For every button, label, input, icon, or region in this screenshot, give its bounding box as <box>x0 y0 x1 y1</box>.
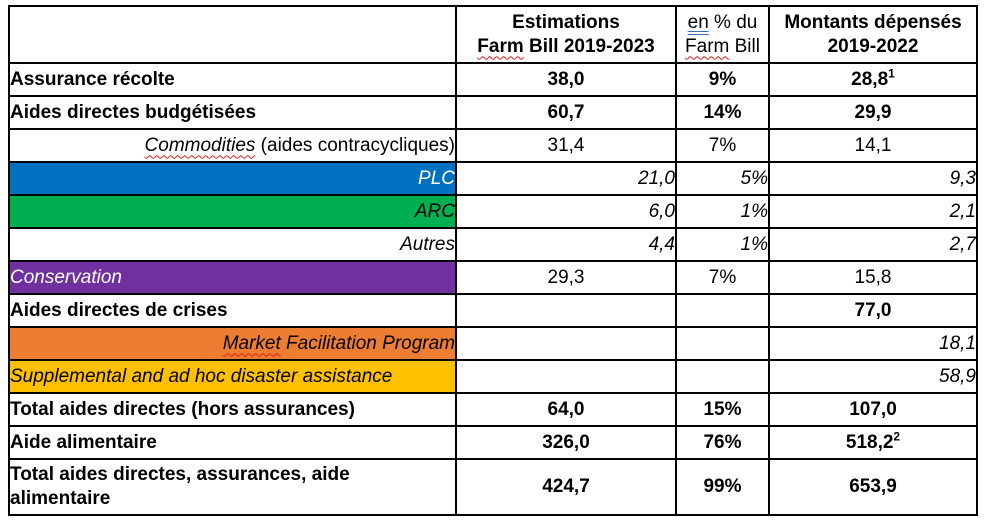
cell-estimation: 38,0 <box>455 62 677 97</box>
farm-bill-table: Estimations Farm Bill 2019-2023 en % du … <box>8 5 978 516</box>
row-aides-directes-budgetisees: Aides directes budgétisées 60,7 14% 29,9 <box>8 95 978 130</box>
cell-percent: 7% <box>675 128 770 163</box>
header-percent: en % du Farm Bill <box>675 5 770 64</box>
row-label: Market Facilitation Program <box>8 326 457 361</box>
row-commodities: Commodities (aides contracycliques) 31,4… <box>8 128 978 163</box>
cell-estimation: 21,0 <box>455 161 677 196</box>
cell-montant: 14,1 <box>768 128 978 163</box>
row-plc: PLC 21,0 5% 9,3 <box>8 161 978 196</box>
cell-percent <box>675 359 770 394</box>
cell-montant: 15,8 <box>768 260 978 295</box>
row-assurance-recolte: Assurance récolte 38,0 9% 28,81 <box>8 62 978 97</box>
row-total-aides-directes: Total aides directes (hors assurances) 6… <box>8 392 978 427</box>
cell-percent <box>675 326 770 361</box>
cell-estimation: 64,0 <box>455 392 677 427</box>
footnote-2: 2 <box>893 429 901 444</box>
row-total-general: Total aides directes, assurances, aide a… <box>8 458 978 516</box>
row-label: PLC <box>8 161 457 196</box>
cell-montant: 18,1 <box>768 326 978 361</box>
cell-estimation: 31,4 <box>455 128 677 163</box>
row-label: Aides directes budgétisées <box>8 95 457 130</box>
cell-estimation <box>455 359 677 394</box>
cell-estimation: 60,7 <box>455 95 677 130</box>
cell-montant: 29,9 <box>768 95 978 130</box>
row-label: Assurance récolte <box>8 62 457 97</box>
cell-montant: 28,81 <box>768 62 978 97</box>
header-percent-line1: en % du <box>687 11 758 33</box>
header-estimations-line1: Estimations <box>512 11 620 33</box>
cell-estimation <box>455 326 677 361</box>
cell-estimation: 6,0 <box>455 194 677 229</box>
row-label: Supplemental and ad hoc disaster assista… <box>8 359 457 394</box>
cell-estimation <box>455 293 677 328</box>
cell-percent: 15% <box>675 392 770 427</box>
row-label: Total aides directes, assurances, aide a… <box>8 458 457 516</box>
row-label: Aides directes de crises <box>8 293 457 328</box>
row-arc: ARC 6,0 1% 2,1 <box>8 194 978 229</box>
cell-montant: 518,22 <box>768 425 978 460</box>
header-estimations: Estimations Farm Bill 2019-2023 <box>455 5 677 64</box>
header-montants-line1: Montants dépensés <box>784 11 962 33</box>
cell-montant: 9,3 <box>768 161 978 196</box>
cell-percent: 99% <box>675 458 770 516</box>
row-supplemental-disaster-assistance: Supplemental and ad hoc disaster assista… <box>8 359 978 394</box>
row-label: ARC <box>8 194 457 229</box>
cell-percent: 9% <box>675 62 770 97</box>
cell-percent: 7% <box>675 260 770 295</box>
header-percent-line2: Farm Bill <box>685 35 760 57</box>
row-label: Aide alimentaire <box>8 425 457 460</box>
cell-estimation: 326,0 <box>455 425 677 460</box>
cell-percent: 76% <box>675 425 770 460</box>
header-estimations-line2: Farm Bill 2019-2023 <box>477 35 655 57</box>
row-market-facilitation-program: Market Facilitation Program 18,1 <box>8 326 978 361</box>
footnote-1: 1 <box>888 66 895 81</box>
cell-montant: 77,0 <box>768 293 978 328</box>
row-label: Autres <box>8 227 457 262</box>
cell-estimation: 424,7 <box>455 458 677 516</box>
row-label: Commodities (aides contracycliques) <box>8 128 457 163</box>
row-label: Conservation <box>8 260 457 295</box>
header-row: Estimations Farm Bill 2019-2023 en % du … <box>8 5 978 64</box>
cell-montant: 2,1 <box>768 194 978 229</box>
row-conservation: Conservation 29,3 7% 15,8 <box>8 260 978 295</box>
row-autres: Autres 4,4 1% 2,7 <box>8 227 978 262</box>
cell-montant: 2,7 <box>768 227 978 262</box>
row-label: Total aides directes (hors assurances) <box>8 392 457 427</box>
header-empty-cell <box>8 5 457 64</box>
cell-percent: 5% <box>675 161 770 196</box>
cell-percent: 1% <box>675 227 770 262</box>
cell-montant: 653,9 <box>768 458 978 516</box>
header-montants-line2: 2019-2022 <box>827 35 919 57</box>
cell-montant: 58,9 <box>768 359 978 394</box>
cell-percent: 14% <box>675 95 770 130</box>
cell-estimation: 29,3 <box>455 260 677 295</box>
cell-montant: 107,0 <box>768 392 978 427</box>
header-montants: Montants dépensés 2019-2022 <box>768 5 978 64</box>
cell-estimation: 4,4 <box>455 227 677 262</box>
row-aide-alimentaire: Aide alimentaire 326,0 76% 518,22 <box>8 425 978 460</box>
cell-percent: 1% <box>675 194 770 229</box>
cell-percent <box>675 293 770 328</box>
row-aides-directes-de-crises: Aides directes de crises 77,0 <box>8 293 978 328</box>
